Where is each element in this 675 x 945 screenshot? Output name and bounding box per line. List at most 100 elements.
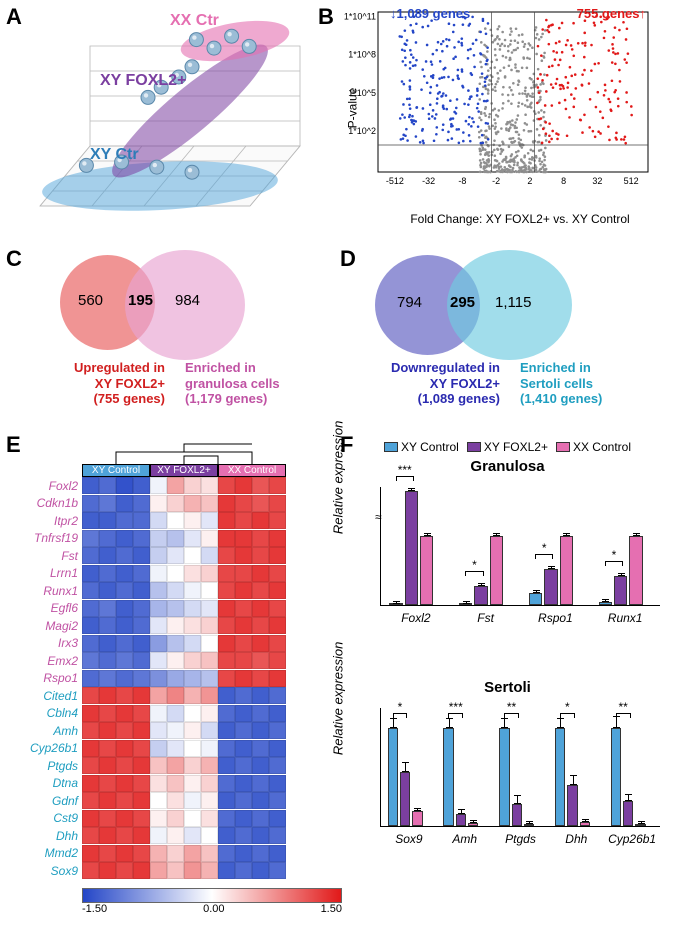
heatmap-gene-label: Ptgds [10, 759, 82, 773]
heatmap-cell [201, 600, 218, 617]
heatmap-cell [133, 740, 150, 757]
heatmap-cell [167, 512, 184, 529]
heatmap-gene-label: Gdnf [10, 794, 82, 808]
heatmap-cell [184, 705, 201, 722]
heatmap-group-label: XY FOXL2+ [150, 464, 218, 477]
heatmap-cell [184, 530, 201, 547]
heatmap-gene-label: Dtna [10, 776, 82, 790]
heatmap-cell [99, 652, 116, 669]
heatmap-cell [201, 687, 218, 704]
heatmap-cell [150, 617, 167, 634]
heatmap-cell [252, 670, 269, 687]
heatmap-cell [133, 687, 150, 704]
heatmap-cell [252, 477, 269, 494]
sert-title: Sertoli [350, 679, 665, 696]
heatmap-cell [167, 600, 184, 617]
label-b: B [318, 4, 334, 30]
heatmap-cell [82, 530, 99, 547]
heatmap-cell [201, 617, 218, 634]
heatmap-cell [99, 810, 116, 827]
heatmap-cell [235, 705, 252, 722]
heatmap-cell [252, 565, 269, 582]
heatmap-cell [184, 792, 201, 809]
heatmap-cell [82, 495, 99, 512]
heatmap-cell [269, 530, 286, 547]
significance-stars: *** [389, 463, 420, 477]
heatmap-cell [99, 722, 116, 739]
venn-d-leftn: 794 [397, 294, 422, 311]
bar [567, 785, 577, 826]
heatmap-cell [82, 600, 99, 617]
heatmap-cell [235, 600, 252, 617]
heatmap-cell [201, 512, 218, 529]
heatmap-cell [116, 722, 133, 739]
heatmap-cell [269, 670, 286, 687]
heatmap-cell [252, 687, 269, 704]
bar-xlabel: Foxl2 [381, 611, 451, 625]
svg-text:32: 32 [592, 176, 602, 186]
heatmap-cell [82, 635, 99, 652]
bar [456, 814, 466, 826]
heatmap-cell [150, 827, 167, 844]
heatmap-cell [201, 827, 218, 844]
heatmap-cell [184, 670, 201, 687]
svg-text:512: 512 [624, 176, 639, 186]
heatmap-cell [252, 635, 269, 652]
heatmap-cell [184, 600, 201, 617]
heatmap-gene-label: Tnfrsf19 [10, 531, 82, 545]
bar-xlabel: Runx1 [590, 611, 660, 625]
heatmap-cell [235, 652, 252, 669]
heatmap-cell [99, 635, 116, 652]
venn-c-left-label: Upregulated inXY FOXL2+(755 genes) [20, 360, 165, 407]
svg-text:1*10^8: 1*10^8 [348, 50, 376, 60]
heatmap-cell [116, 582, 133, 599]
panel-d-venn: 794 295 1,115 Downregulated inXY FOXL2+(… [355, 250, 665, 420]
heatmap-cell [218, 687, 235, 704]
significance-stars: ** [499, 700, 524, 714]
heatmap-cell [269, 565, 286, 582]
heatmap-cell [99, 827, 116, 844]
heatmap-cell [116, 547, 133, 564]
heatmap-cell [269, 652, 286, 669]
heatmap-cell [218, 757, 235, 774]
heatmap-cell [133, 792, 150, 809]
heatmap-cell [184, 512, 201, 529]
heatmap-cell [99, 757, 116, 774]
bar [560, 536, 573, 605]
heatmap-cell [269, 687, 286, 704]
heatmap-cell [82, 792, 99, 809]
heatmap-cell [269, 582, 286, 599]
heatmap-cell [184, 565, 201, 582]
heatmap-cell [218, 512, 235, 529]
heatmap-cell [150, 687, 167, 704]
heatmap-cell [252, 775, 269, 792]
significance-stars: * [529, 541, 560, 555]
heatmap-cell [269, 705, 286, 722]
heatmap-cell [184, 687, 201, 704]
heatmap-cell [269, 827, 286, 844]
heatmap-cell [116, 617, 133, 634]
heatmap-cell [99, 512, 116, 529]
heatmap-cell [235, 775, 252, 792]
heatmap-cell [167, 810, 184, 827]
venn-d-left-label: Downregulated inXY FOXL2+(1,089 genes) [355, 360, 500, 407]
bar [611, 728, 621, 826]
heatmap-cell [150, 775, 167, 792]
heatmap-colorbar [82, 888, 342, 903]
heatmap-cell [201, 775, 218, 792]
heatmap-cell [99, 687, 116, 704]
panel-c-venn: 560 195 984 Upregulated inXY FOXL2+(755 … [20, 250, 330, 420]
heatmap-cell [99, 600, 116, 617]
heatmap-cell [82, 705, 99, 722]
heatmap-cell [218, 775, 235, 792]
heatmap-gene-label: Dhh [10, 829, 82, 843]
heatmap-cell [201, 565, 218, 582]
heatmap-gene-label: Egfl6 [10, 601, 82, 615]
heatmap-gene-label: Lrrn1 [10, 566, 82, 580]
heatmap-cell [167, 740, 184, 757]
heatmap-cell [133, 810, 150, 827]
heatmap-cell [99, 530, 116, 547]
heatmap-cell [116, 635, 133, 652]
heatmap-cell [184, 635, 201, 652]
bar-legend: XY ControlXY FOXL2+XX Control [350, 440, 665, 454]
